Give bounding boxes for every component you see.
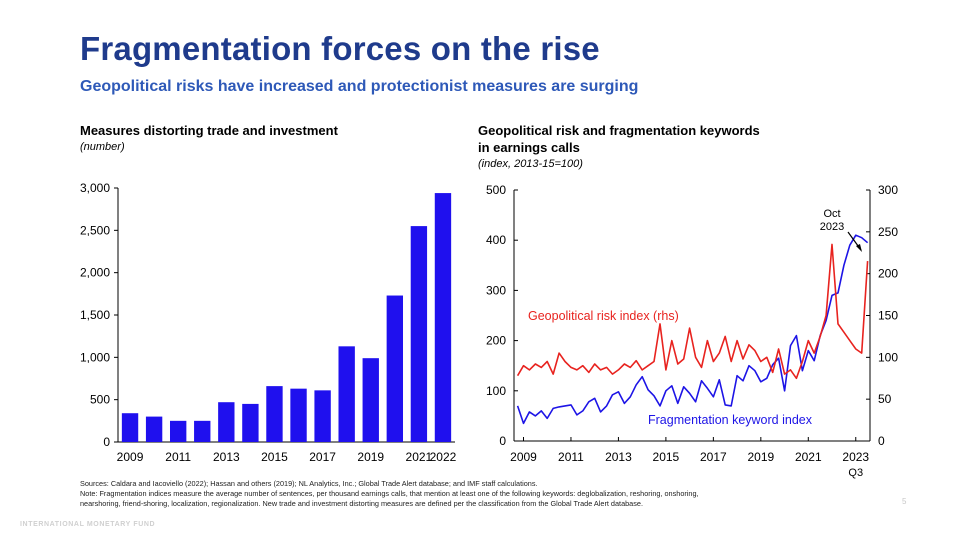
- annotation-oct: Oct: [823, 208, 840, 220]
- line-right-tick-label: 250: [878, 225, 898, 239]
- bar-2014: [242, 403, 259, 442]
- footer-org: INTERNATIONAL MONETARY FUND: [20, 521, 156, 528]
- line-x-tick-label: 2013: [605, 450, 632, 464]
- bar-2011: [169, 420, 187, 442]
- bar-2009: [121, 413, 139, 442]
- bar-2020: [386, 295, 404, 442]
- bar-x-tick-label: 2015: [261, 450, 288, 464]
- sources-text: Sources: Caldara and Iacoviello (2022); …: [80, 479, 538, 488]
- line-x-tick-label: 2019: [747, 450, 774, 464]
- line-right-tick-label: 300: [878, 183, 898, 197]
- bar-2010: [145, 416, 163, 442]
- line-left-tick-label: 100: [486, 384, 506, 398]
- bar-2019: [362, 358, 379, 442]
- page-subtitle: Geopolitical risks have increased and pr…: [80, 78, 639, 95]
- line-right-tick-label: 50: [878, 392, 892, 406]
- line-x-tick-sublabel: Q3: [848, 467, 863, 479]
- bar-chart-title: Measures distorting trade and investment: [80, 123, 338, 138]
- bar-y-tick-label: 2,000: [80, 266, 110, 280]
- bar-y-tick-label: 500: [90, 393, 110, 407]
- annotation-2023: 2023: [820, 221, 844, 233]
- bar-y-tick-label: 1,000: [80, 350, 110, 364]
- bar-x-tick-label: 2017: [309, 450, 336, 464]
- line-chart-unit: (index, 2013-15=100): [478, 158, 583, 170]
- bar-x-tick-label: 2022: [430, 450, 457, 464]
- page-title: Fragmentation forces on the rise: [80, 30, 600, 67]
- line-left-tick-label: 400: [486, 233, 506, 247]
- bar-x-tick-label: 2009: [117, 450, 144, 464]
- bar-2022: [434, 193, 452, 442]
- line-x-tick-label: 2015: [653, 450, 680, 464]
- bar-2016: [290, 388, 307, 442]
- line-left-tick-label: 200: [486, 334, 506, 348]
- bar-x-tick-label: 2021: [406, 450, 433, 464]
- bar-y-tick-label: 2,500: [80, 223, 110, 237]
- line-right-tick-label: 0: [878, 434, 885, 448]
- bar-y-tick-label: 0: [103, 435, 110, 449]
- annotation-arrow-line: [847, 231, 862, 251]
- line-x-tick-label: 2009: [510, 450, 537, 464]
- line-x-tick-label: 2021: [795, 450, 822, 464]
- line-chart-title: Geopolitical risk and fragmentation keyw…: [478, 122, 760, 156]
- line-x-tick-label: 2011: [558, 450, 584, 464]
- line-right-tick-label: 150: [878, 309, 898, 323]
- chart-notes: Sources: Caldara and Iacoviello (2022); …: [80, 479, 910, 509]
- bar-2018: [338, 346, 355, 442]
- bar-2013: [218, 402, 235, 442]
- bar-chart-unit: (number): [80, 141, 125, 153]
- bar-y-tick-label: 3,000: [80, 181, 110, 195]
- line-chart-title-line2: in earnings calls: [478, 140, 580, 155]
- bar-x-tick-label: 2013: [213, 450, 240, 464]
- bar-y-tick-label: 1,500: [80, 308, 110, 322]
- note-text-line2: nearshoring, friend-shoring, localizatio…: [80, 499, 643, 508]
- line-right-tick-label: 100: [878, 350, 898, 364]
- line-right-tick-label: 200: [878, 267, 898, 281]
- line-left-tick-label: 300: [486, 283, 506, 297]
- line-left-tick-label: 500: [486, 183, 506, 197]
- note-text-line1: Note: Fragmentation indices measure the …: [80, 489, 699, 498]
- annotation-arrow-head: [856, 244, 862, 252]
- line-x-tick-label: 2017: [700, 450, 727, 464]
- bar-2017: [314, 390, 331, 442]
- bar-x-tick-label: 2011: [165, 450, 191, 464]
- bar-2021: [410, 226, 428, 442]
- bar-2012: [194, 420, 211, 442]
- fragmentation-keyword-line: [516, 234, 869, 425]
- bar-x-tick-label: 2019: [357, 450, 384, 464]
- line-chart-title-line1: Geopolitical risk and fragmentation keyw…: [478, 123, 760, 138]
- line-left-tick-label: 0: [499, 434, 506, 448]
- geopolitical-risk-line: [516, 243, 869, 380]
- page-number: 5: [902, 497, 907, 506]
- bar-2015: [266, 386, 283, 442]
- geopolitical-risk-label: Geopolitical risk index (rhs): [528, 309, 679, 323]
- line-x-tick-label: 2023: [842, 450, 869, 464]
- fragmentation-keyword-label: Fragmentation keyword index: [648, 413, 813, 427]
